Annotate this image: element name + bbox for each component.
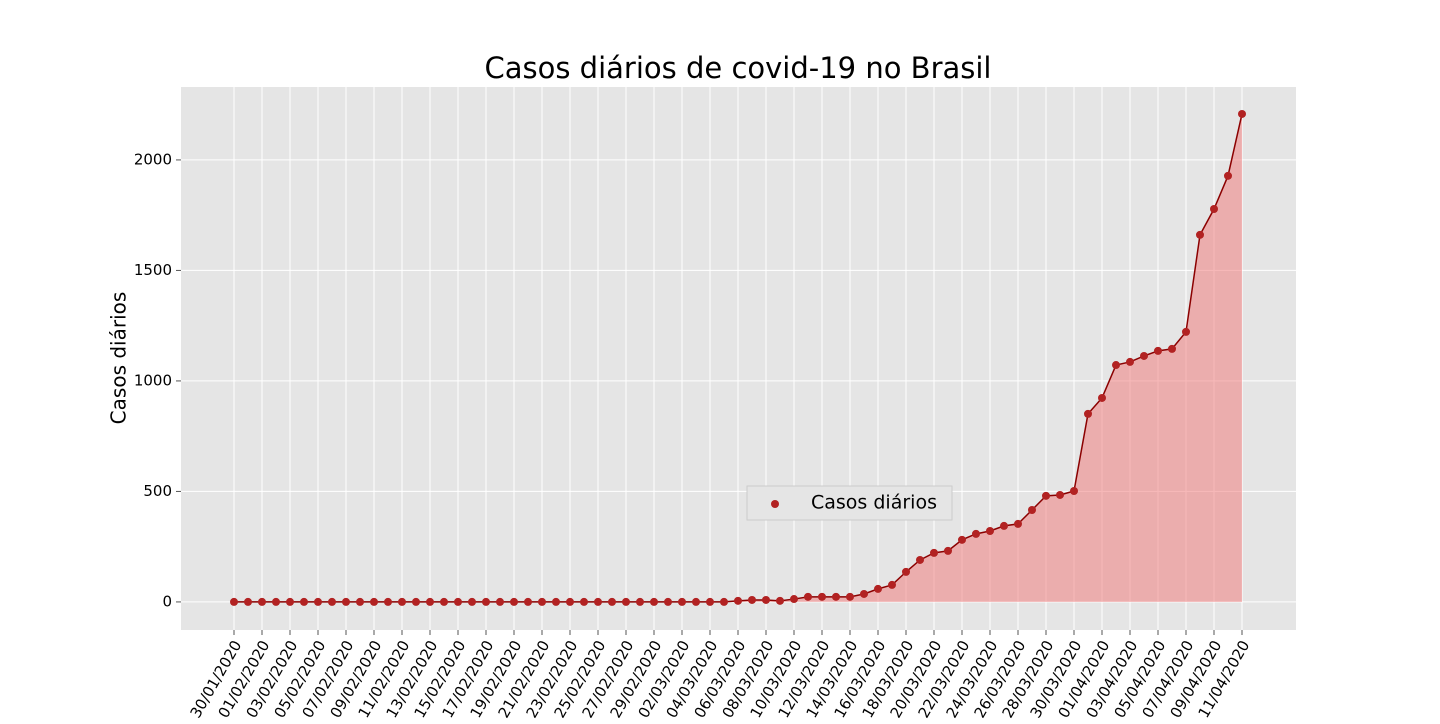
point xyxy=(860,589,868,598)
point xyxy=(930,548,938,557)
point xyxy=(356,597,364,606)
point xyxy=(1070,486,1078,495)
point xyxy=(622,597,630,606)
point xyxy=(944,546,952,555)
point xyxy=(300,597,308,606)
point xyxy=(1042,491,1050,500)
point xyxy=(888,580,896,589)
point xyxy=(650,597,658,606)
point xyxy=(1056,490,1064,499)
point xyxy=(454,597,462,606)
point xyxy=(846,592,854,601)
y-tick-label: 1000 xyxy=(134,371,172,389)
legend: Casos diários xyxy=(746,485,953,521)
point xyxy=(692,597,700,606)
point xyxy=(1154,346,1162,355)
point xyxy=(566,597,574,606)
point xyxy=(748,595,756,604)
y-tick-label: 500 xyxy=(143,482,172,500)
point xyxy=(1182,327,1190,336)
point xyxy=(398,597,406,606)
point xyxy=(230,597,238,606)
legend-box xyxy=(746,485,953,521)
point xyxy=(1084,409,1092,418)
point xyxy=(1224,171,1232,180)
point xyxy=(1112,361,1120,370)
point xyxy=(874,584,882,593)
point xyxy=(986,526,994,535)
point xyxy=(1126,357,1134,366)
point xyxy=(594,597,602,606)
legend-marker xyxy=(771,500,779,508)
point xyxy=(832,592,840,601)
point xyxy=(958,535,966,544)
point xyxy=(678,597,686,606)
point xyxy=(440,597,448,606)
y-tick-label: 0 xyxy=(162,592,172,610)
point xyxy=(902,567,910,576)
point xyxy=(804,592,812,601)
point xyxy=(384,597,392,606)
point xyxy=(916,555,924,564)
point xyxy=(790,595,798,604)
y-axis-label: Casos diários xyxy=(107,292,131,425)
point xyxy=(1210,204,1218,213)
point xyxy=(1000,521,1008,530)
y-tick-label: 2000 xyxy=(134,150,172,168)
point xyxy=(412,597,420,606)
point xyxy=(272,597,280,606)
point xyxy=(1140,351,1148,360)
legend-label: Casos diários xyxy=(811,492,937,514)
point xyxy=(664,597,672,606)
point xyxy=(1014,519,1022,528)
point xyxy=(776,596,784,605)
point xyxy=(314,597,322,606)
point xyxy=(706,597,714,606)
point xyxy=(342,597,350,606)
point xyxy=(426,597,434,606)
point xyxy=(258,597,266,606)
point xyxy=(636,597,644,606)
point xyxy=(1238,109,1246,118)
point xyxy=(482,597,490,606)
point xyxy=(510,597,518,606)
point xyxy=(244,597,252,606)
y-tick-label: 1500 xyxy=(134,261,172,279)
point xyxy=(1028,505,1036,514)
point xyxy=(538,597,546,606)
point xyxy=(468,597,476,606)
point xyxy=(496,597,504,606)
point xyxy=(552,597,560,606)
point xyxy=(972,529,980,538)
point xyxy=(328,597,336,606)
point xyxy=(608,597,616,606)
point xyxy=(1196,230,1204,239)
area xyxy=(234,113,1242,602)
point xyxy=(370,597,378,606)
point xyxy=(524,597,532,606)
point xyxy=(818,592,826,601)
point xyxy=(720,597,728,606)
point xyxy=(286,597,294,606)
point xyxy=(1168,344,1176,353)
point xyxy=(580,597,588,606)
chart-title: Casos diários de covid-19 no Brasil xyxy=(484,51,991,85)
point xyxy=(1098,393,1106,402)
point xyxy=(734,596,742,605)
point xyxy=(762,595,770,604)
